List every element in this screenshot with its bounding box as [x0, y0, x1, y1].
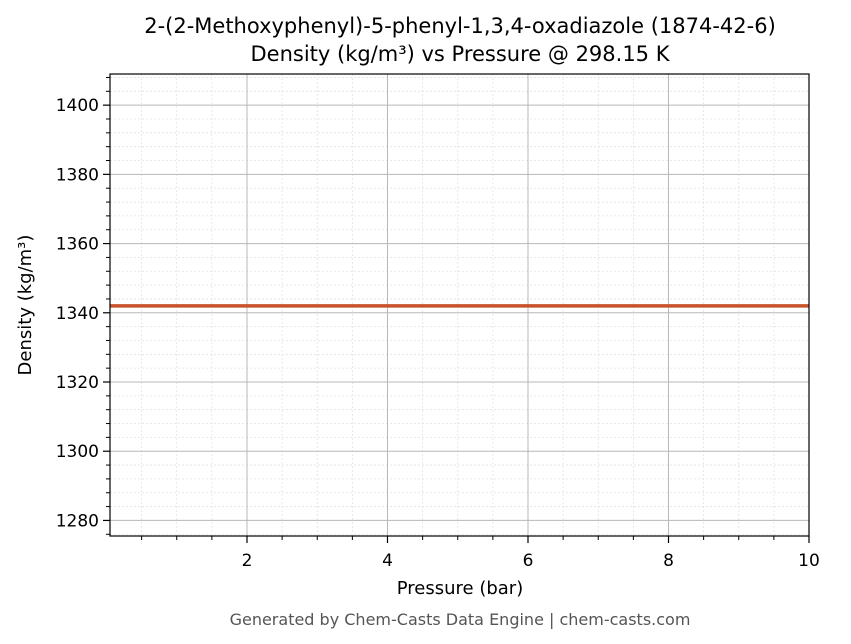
footer-credit: Generated by Chem-Casts Data Engine | ch…: [230, 610, 691, 629]
y-tick-label: 1380: [56, 165, 99, 185]
x-tick-label: 4: [382, 551, 393, 571]
y-tick-label: 1340: [56, 304, 99, 324]
y-axis-ticks: 1280 1300 1320 1340 1360 1380 1400: [56, 76, 110, 535]
x-tick-label: 2: [242, 551, 253, 571]
y-tick-label: 1320: [56, 373, 99, 393]
y-axis-label: Density (kg/m³): [15, 235, 36, 376]
x-tick-label: 10: [798, 551, 820, 571]
x-tick-label: 6: [523, 551, 534, 571]
x-axis-ticks: 2 4 6 8 10: [141, 536, 820, 571]
y-tick-label: 1280: [56, 511, 99, 531]
x-tick-label: 8: [663, 551, 674, 571]
chart-title-line2: Density (kg/m³) vs Pressure @ 298.15 K: [250, 42, 670, 66]
minor-gridlines: [110, 74, 809, 536]
y-tick-label: 1360: [56, 235, 99, 255]
chart-title-line1: 2-(2-Methoxyphenyl)-5-phenyl-1,3,4-oxadi…: [144, 14, 776, 38]
y-tick-label: 1300: [56, 442, 99, 462]
x-axis-label: Pressure (bar): [397, 578, 523, 599]
plot-frame: [109, 73, 810, 537]
y-tick-label: 1400: [56, 96, 99, 116]
